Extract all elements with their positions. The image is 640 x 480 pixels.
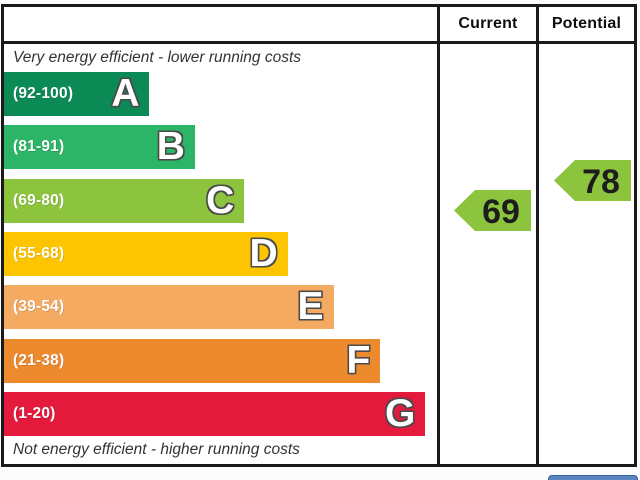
band-b-letter: B xyxy=(156,125,185,169)
band-d-letter: D xyxy=(249,231,278,275)
band-f-range: (21-38) xyxy=(13,351,65,369)
rating-table: Current Potential Very energy efficient … xyxy=(1,4,637,467)
rating-bands: (92-100) A (81-91) B (69-80) C (55-68) D… xyxy=(4,68,437,439)
band-f-letter: F xyxy=(346,338,371,382)
band-g-letter: G xyxy=(384,391,416,435)
band-e-letter: E xyxy=(297,285,324,329)
potential-arrow-shape xyxy=(554,160,631,201)
caption-not-efficient: Not energy efficient - higher running co… xyxy=(13,441,300,458)
bands-panel: Very energy efficient - lower running co… xyxy=(4,44,437,464)
potential-rating-cell: 78 xyxy=(536,44,634,464)
band-b-range: (81-91) xyxy=(13,138,65,156)
band-d: (55-68) D xyxy=(4,231,288,276)
band-a-letter: A xyxy=(111,72,140,115)
band-c-letter: C xyxy=(206,178,235,222)
potential-column-label: Potential xyxy=(551,15,622,32)
potential-rating-arrow: 78 xyxy=(554,160,631,201)
current-rating-cell: 69 xyxy=(437,44,536,464)
band-e: (39-54) E xyxy=(4,285,334,330)
band-c: (69-80) C xyxy=(4,178,245,223)
band-b: (81-91) B xyxy=(4,125,195,170)
partial-blue-button[interactable] xyxy=(548,475,638,480)
band-a-range: (92-100) xyxy=(13,85,74,102)
header-current: Current xyxy=(437,7,536,44)
current-rating-value: 69 xyxy=(482,193,520,231)
band-d-range: (55-68) xyxy=(13,244,65,262)
current-column-label: Current xyxy=(458,15,518,32)
current-arrow-shape xyxy=(454,190,531,231)
band-g-range: (1-20) xyxy=(13,404,56,422)
band-f: (21-38) F xyxy=(4,338,381,383)
band-e-range: (39-54) xyxy=(13,298,65,316)
header-potential: Potential xyxy=(536,7,634,44)
band-g: (1-20) G xyxy=(4,391,426,436)
band-c-range: (69-80) xyxy=(13,191,65,209)
potential-rating-value: 78 xyxy=(582,163,620,201)
caption-very-efficient: Very energy efficient - lower running co… xyxy=(13,49,302,66)
band-a: (92-100) A xyxy=(4,72,150,116)
header-spacer xyxy=(4,7,437,44)
current-rating-arrow: 69 xyxy=(454,190,531,231)
